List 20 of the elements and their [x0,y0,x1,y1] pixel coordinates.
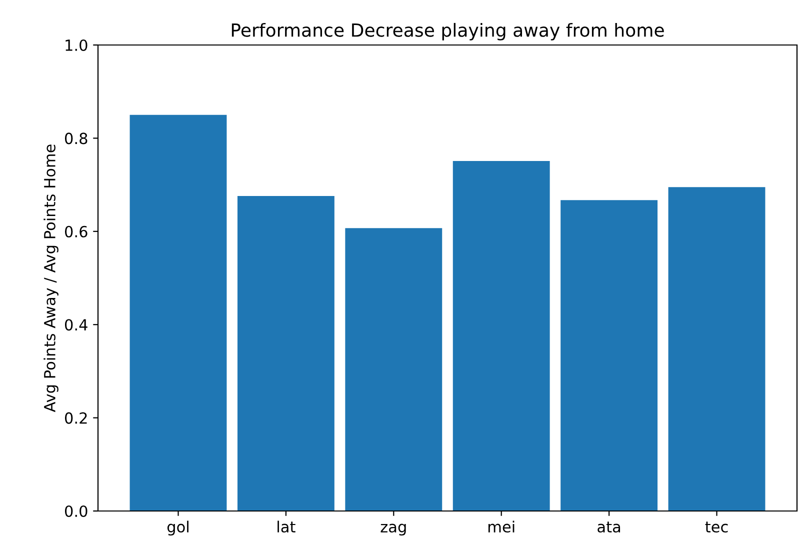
bar [668,187,766,511]
x-tick-label: mei [488,520,514,533]
bar [130,114,227,511]
x-tick-label: gol [167,520,188,536]
bar [237,196,334,511]
y-tick-label: 0.2 [64,412,87,424]
y-axis-title: Avg Points Away / Avg Points Home [44,144,58,412]
x-tick-label: lat [278,520,296,533]
y-tick-label: 0.8 [64,132,88,144]
x-tick-label: ata [598,522,620,533]
x-tick-label: tec [705,522,728,533]
y-tick-label: 1.0 [66,39,88,52]
bar [452,161,550,511]
x-tick-label: zag [380,524,406,536]
y-tick-label: 0.0 [64,505,88,518]
chart-title: Performance Decrease playing away from home [232,22,664,40]
y-tick-label: 0.6 [64,226,88,238]
y-tick-label: 0.4 [64,319,88,331]
bar [560,200,658,511]
bar [345,228,442,511]
